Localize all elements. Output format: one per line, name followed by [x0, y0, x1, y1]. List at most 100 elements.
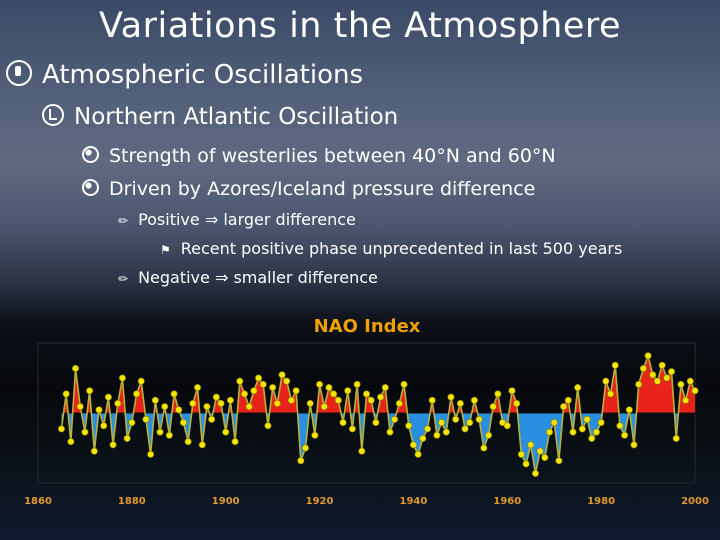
data-point [114, 399, 122, 407]
data-point [480, 444, 488, 452]
data-point [236, 377, 244, 385]
data-point [522, 460, 530, 468]
data-point [203, 403, 211, 411]
bullet-level3-text: Strength of westerlies between 40°N and … [109, 145, 556, 167]
data-point [381, 384, 389, 392]
data-point [424, 425, 432, 433]
data-point [452, 415, 460, 423]
data-point [611, 361, 619, 369]
data-point [245, 403, 253, 411]
data-point [663, 374, 671, 382]
data-point [658, 361, 666, 369]
data-point [297, 457, 305, 465]
data-point [377, 393, 385, 401]
bullet-level1-text: Atmospheric Oscillations [42, 60, 364, 90]
data-point [583, 415, 591, 423]
x-tick-label: 1940 [400, 496, 428, 507]
data-point [306, 399, 314, 407]
data-point [109, 441, 117, 449]
data-point [348, 425, 356, 433]
data-point [546, 428, 554, 436]
x-tick-label: 1860 [24, 496, 52, 507]
data-point [147, 450, 155, 458]
data-point [104, 393, 112, 401]
data-point [649, 371, 657, 379]
data-point [81, 428, 89, 436]
data-point [494, 390, 502, 398]
data-point [635, 380, 643, 388]
data-point [226, 396, 234, 404]
data-point [151, 396, 159, 404]
x-tick-label: 1880 [118, 496, 146, 507]
data-point [118, 374, 126, 382]
data-point [255, 374, 263, 382]
data-point [391, 415, 399, 423]
data-point [212, 393, 220, 401]
bullet-recent-text: Recent positive phase unprecedented in l… [180, 239, 623, 258]
data-point [677, 380, 685, 388]
data-point [269, 384, 277, 392]
data-point [428, 396, 436, 404]
bullet-level3-text: Driven by Azores/Iceland pressure differ… [109, 178, 536, 200]
data-point [569, 428, 577, 436]
globe-icon [6, 60, 32, 86]
x-tick-label: 1900 [212, 496, 240, 507]
data-point [165, 431, 173, 439]
data-point [470, 396, 478, 404]
data-point [555, 457, 563, 465]
data-point [597, 419, 605, 427]
data-point [607, 390, 615, 398]
data-point [128, 419, 136, 427]
earth-icon [82, 146, 99, 163]
data-point [414, 450, 422, 458]
data-point [137, 377, 145, 385]
nao-index-chart: NAO Index 1860 1880 1900 1920 1940 1960 1980 20… [24, 316, 709, 507]
data-point [142, 415, 150, 423]
data-point [419, 434, 427, 442]
data-point [292, 387, 300, 395]
data-point [668, 368, 676, 376]
pencil-icon: ✏ [118, 272, 129, 286]
data-point [409, 441, 417, 449]
earth-icon [82, 179, 99, 196]
data-point [466, 419, 474, 427]
data-point [517, 450, 525, 458]
data-point [362, 390, 370, 398]
data-point [316, 380, 324, 388]
data-point [170, 390, 178, 398]
data-point [682, 396, 690, 404]
data-point [531, 469, 539, 477]
data-point [602, 377, 610, 385]
data-point [264, 422, 272, 430]
data-point [217, 399, 225, 407]
data-point [222, 428, 230, 436]
data-point [133, 390, 141, 398]
data-point [639, 364, 647, 372]
chart-title: NAO Index [314, 316, 421, 337]
flag-icon: ⚑ [160, 243, 171, 257]
data-point [405, 422, 413, 430]
data-point [90, 447, 98, 455]
data-point [447, 393, 455, 401]
data-point [550, 419, 558, 427]
x-tick-label: 2000 [681, 496, 709, 507]
bullet-positive-text: Positive ⇒ larger difference [138, 210, 356, 229]
data-point [198, 441, 206, 449]
x-tick-label: 1980 [587, 496, 615, 507]
data-point [189, 399, 197, 407]
data-point [395, 399, 403, 407]
data-point [367, 396, 375, 404]
data-point [123, 434, 131, 442]
bullet-level3-westerlies: Strength of westerlies between 40°N and … [82, 145, 556, 167]
data-point [616, 422, 624, 430]
data-point [527, 441, 535, 449]
bullet-negative-text: Negative ⇒ smaller difference [138, 268, 378, 287]
data-point [456, 399, 464, 407]
pencil-icon: ✏ [118, 214, 129, 228]
data-point [161, 403, 169, 411]
data-point [231, 438, 239, 446]
data-point [325, 384, 333, 392]
data-point [194, 384, 202, 392]
data-point [438, 419, 446, 427]
bullet-level1: Atmospheric Oscillations [6, 60, 363, 90]
